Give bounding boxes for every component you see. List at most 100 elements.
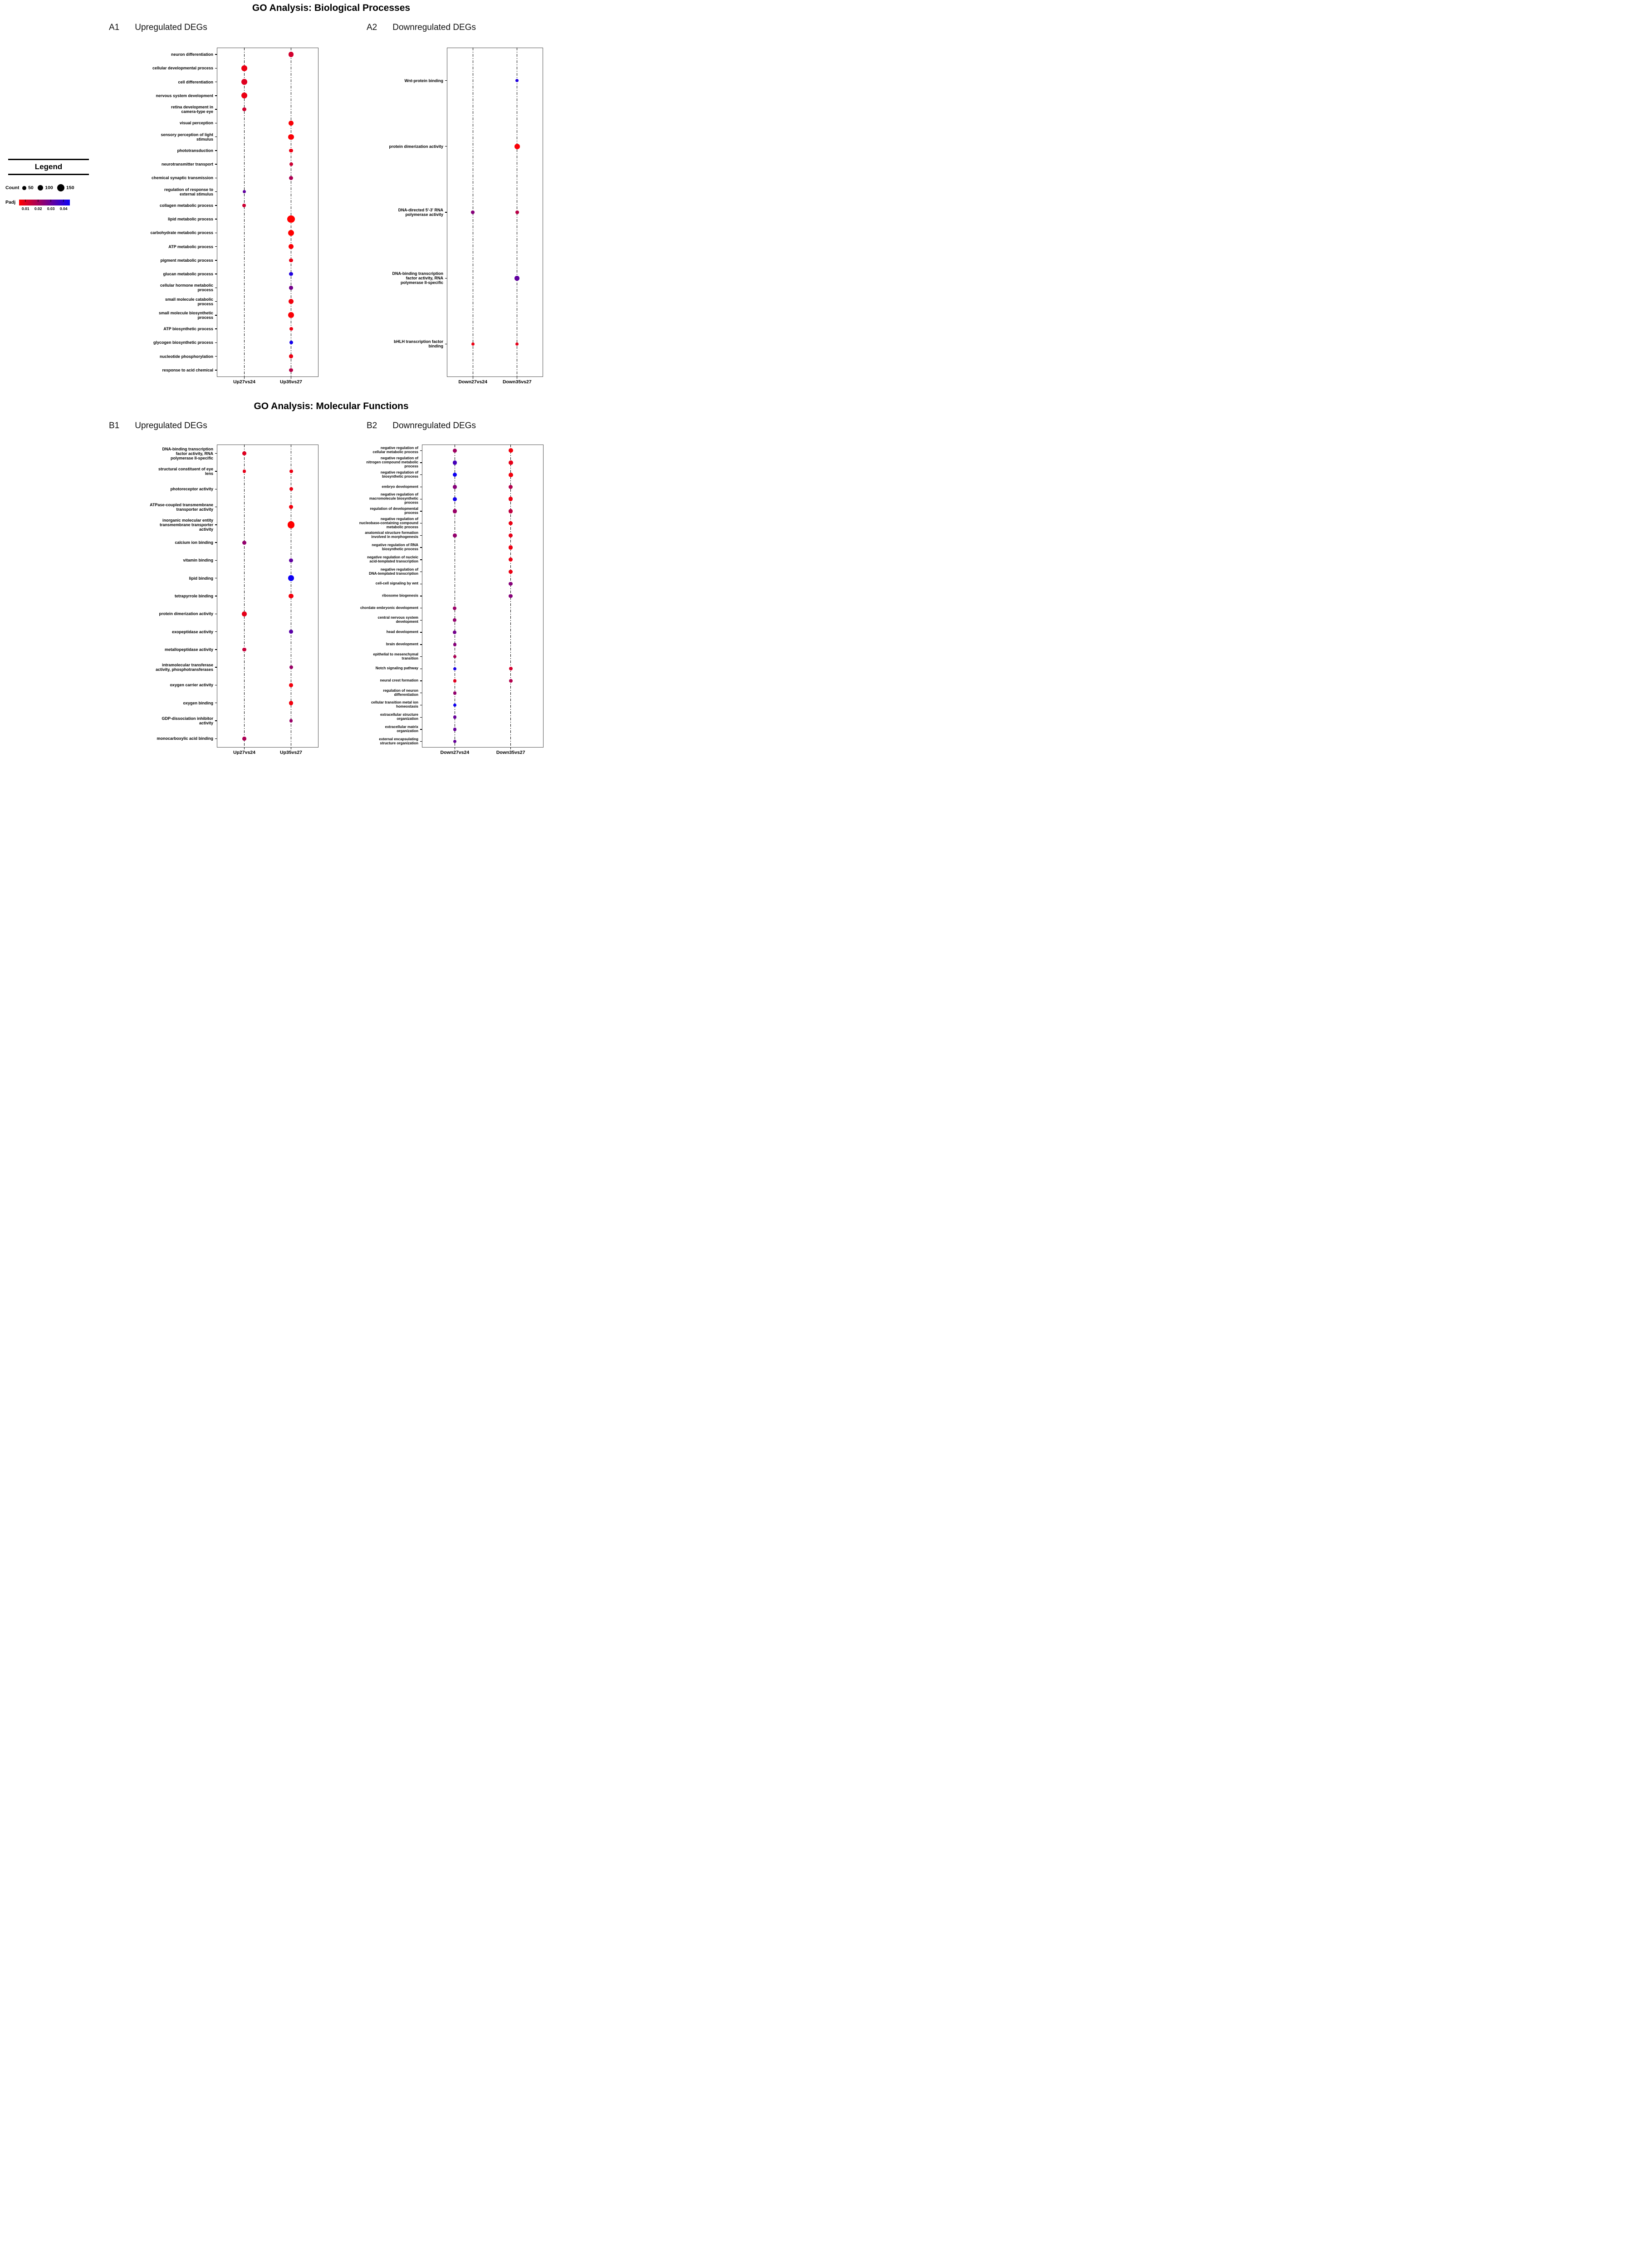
data-dot <box>452 497 457 501</box>
y-axis-label: glucan metabolic process <box>163 272 213 277</box>
data-dot <box>289 504 294 509</box>
y-axis-label: ATP metabolic process <box>168 244 213 249</box>
y-axis-label: structural constituent of eye lens <box>158 466 213 476</box>
data-dot <box>453 643 457 646</box>
y-axis-label: glycogen biosynthetic process <box>153 340 213 345</box>
data-dot <box>508 521 513 526</box>
y-axis-label: cellular hormone metabolic process <box>160 283 213 293</box>
y-axis-tick <box>215 356 217 357</box>
x-axis-label: Down35vs27 <box>496 750 525 755</box>
padj-tick-label: 0.03 <box>47 206 55 211</box>
padj-tick-label: 0.01 <box>21 206 29 211</box>
section-title-molecular-functions: GO Analysis: Molecular Functions <box>254 401 409 411</box>
y-axis-label: bHLH transcription factor binding <box>393 339 443 349</box>
y-axis-label: epithelial to mesenchymal transition <box>373 652 418 660</box>
y-axis-label: tetrapyrrole binding <box>174 593 213 598</box>
data-dot <box>509 509 513 513</box>
data-dot <box>453 667 457 671</box>
legend-title: Legend <box>8 159 89 175</box>
data-dot <box>289 487 293 491</box>
data-dot <box>452 473 457 477</box>
y-axis-label: chemical synaptic transmission <box>151 176 213 181</box>
y-axis-tick <box>445 146 447 147</box>
data-dot <box>508 545 513 550</box>
y-axis-tick <box>215 738 217 739</box>
data-dot <box>289 558 294 562</box>
y-axis-tick <box>420 450 422 451</box>
y-axis-tick <box>420 462 422 463</box>
data-dot <box>289 176 294 180</box>
data-dot <box>289 244 294 249</box>
x-gridline <box>244 48 245 377</box>
x-axis-label: Up27vs24 <box>233 750 255 755</box>
y-axis-tick <box>215 301 217 302</box>
data-dot <box>509 569 513 574</box>
data-dot <box>289 700 294 705</box>
count-dot-icon <box>22 186 27 190</box>
data-dot <box>509 582 513 586</box>
data-dot <box>289 719 293 723</box>
y-axis-label: sensory perception of light stimulus <box>161 132 213 142</box>
count-dot-icon <box>57 184 65 192</box>
x-axis-tick <box>510 748 511 749</box>
y-axis-label: carbohydrate metabolic process <box>150 230 213 235</box>
count-dot-icon <box>37 185 44 191</box>
y-axis-label: collagen metabolic process <box>159 203 213 208</box>
data-dot <box>509 679 513 683</box>
legend-padj-label: Padj <box>5 200 16 205</box>
data-dot <box>242 540 247 545</box>
x-axis-tick <box>244 748 245 749</box>
data-dot <box>508 533 513 538</box>
y-axis-label: response to acid chemical <box>162 367 213 372</box>
data-dot <box>241 65 247 71</box>
y-axis-label: head development <box>386 630 418 634</box>
y-axis-label: brain development <box>386 642 418 646</box>
y-axis-label: negative regulation of cellular metaboli… <box>372 446 419 455</box>
x-axis-label: Up27vs24 <box>233 379 255 385</box>
data-dot <box>508 460 513 465</box>
y-axis-label: protein dimerization activity <box>389 144 443 149</box>
y-axis-tick <box>420 717 422 718</box>
y-axis-tick <box>445 80 447 81</box>
data-dot <box>289 327 293 331</box>
y-axis-label: GDP-dissociation inhibitor activity <box>162 716 213 726</box>
data-dot <box>289 469 293 473</box>
panel-b2-title: Downregulated DEGs <box>392 421 476 430</box>
y-axis-label: regulation of neuron differentiation <box>383 688 418 697</box>
y-axis-tick <box>215 631 217 632</box>
y-axis-label: protein dimerization activity <box>159 611 213 616</box>
data-dot <box>453 631 457 635</box>
y-axis-label: pigment metabolic process <box>160 258 213 263</box>
count-value: 100 <box>45 185 53 191</box>
data-dot <box>288 134 294 140</box>
y-axis-label: Notch signaling pathway <box>375 666 418 670</box>
data-dot <box>287 521 295 528</box>
y-axis-label: neurotransmitter transport <box>161 162 213 167</box>
y-axis-label: monocarboxylic acid binding <box>157 736 213 741</box>
y-axis-label: small molecule biosynthetic process <box>158 310 213 320</box>
padj-gradient: 0.01 0.02 0.03 0.04 <box>19 200 70 212</box>
data-dot <box>242 451 246 455</box>
data-dot <box>508 497 513 501</box>
data-dot <box>509 594 513 598</box>
y-axis-tick <box>215 150 217 151</box>
data-dot <box>509 667 513 671</box>
legend-count-item: 150 <box>57 184 74 192</box>
data-dot <box>453 728 457 731</box>
count-value: 150 <box>66 185 74 191</box>
y-axis-label: regulation of developmental process <box>370 507 418 515</box>
y-axis-tick <box>420 680 422 681</box>
y-axis-label: negative regulation of biosynthetic proc… <box>380 470 418 479</box>
y-axis-label: ribosome biogenesis <box>382 593 418 598</box>
data-dot <box>515 79 519 83</box>
x-axis-label: Down35vs27 <box>502 379 532 385</box>
data-dot <box>453 739 457 743</box>
padj-tick <box>25 200 26 202</box>
data-dot <box>453 606 457 610</box>
data-dot <box>288 575 294 581</box>
y-axis-label: vitamin binding <box>183 558 214 563</box>
data-dot <box>242 647 246 652</box>
x-axis-label: Up35vs27 <box>279 379 303 385</box>
y-axis-label: neural crest formation <box>380 678 418 683</box>
data-dot <box>289 258 293 263</box>
